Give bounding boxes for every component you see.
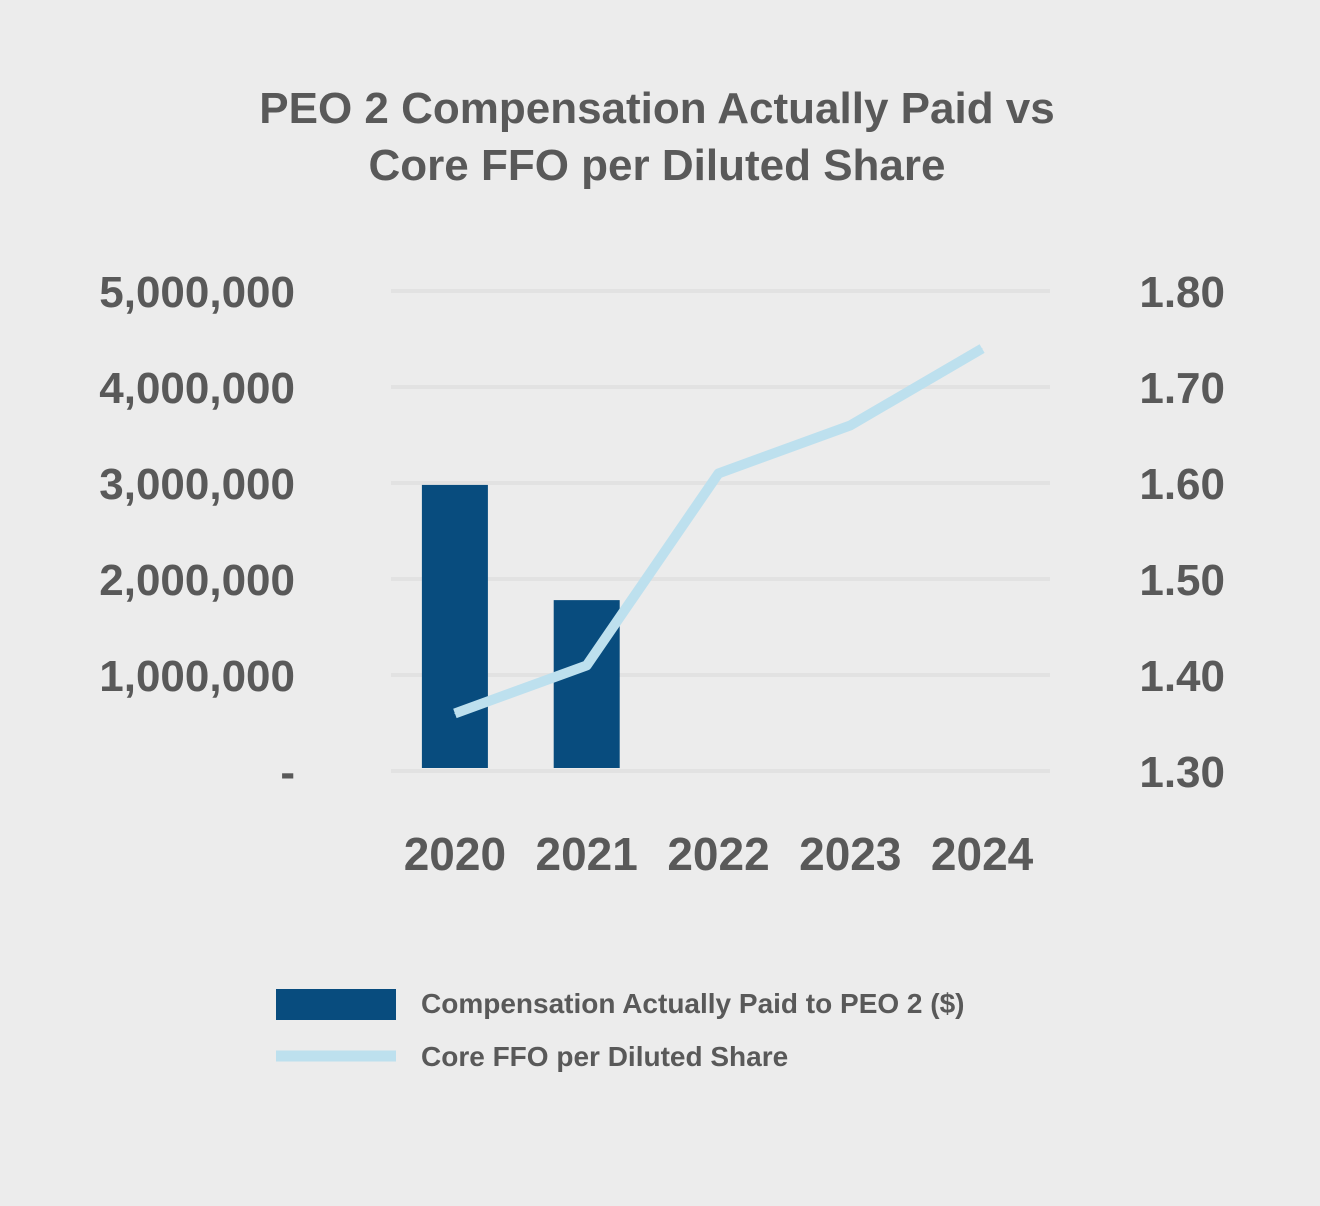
left-axis: - 1,000,000 2,000,000 3,000,000 4,000,000 5,0… bbox=[99, 268, 295, 797]
chart-title: PEO 2 Compensation Actually Paid vs Core … bbox=[259, 84, 1054, 190]
core-ffo-line bbox=[453, 344, 985, 719]
right-tick-label: 1.80 bbox=[1139, 268, 1225, 317]
gridlines bbox=[391, 289, 1050, 773]
chart-title-line: PEO 2 Compensation Actually Paid vs bbox=[259, 84, 1054, 133]
line-series bbox=[453, 344, 985, 719]
line-point-2020 bbox=[454, 712, 456, 714]
right-tick-label: 1.50 bbox=[1139, 556, 1225, 605]
left-tick-label: 3,000,000 bbox=[99, 460, 295, 509]
right-tick-label: 1.40 bbox=[1139, 652, 1225, 701]
legend-label-bar: Compensation Actually Paid to PEO 2 ($) bbox=[421, 988, 965, 1019]
left-tick-label: 5,000,000 bbox=[99, 268, 295, 317]
x-tick-label: 2024 bbox=[931, 828, 1034, 880]
left-tick-label: - bbox=[280, 748, 295, 797]
line-point-2024 bbox=[981, 348, 983, 350]
x-axis: 2020 2021 2022 2023 2024 bbox=[404, 828, 1034, 880]
bar-2020 bbox=[421, 484, 488, 768]
left-tick-label: 4,000,000 bbox=[99, 364, 295, 413]
chart-title-line: Core FFO per Diluted Share bbox=[369, 141, 946, 190]
x-tick-label: 2023 bbox=[799, 828, 901, 880]
right-tick-label: 1.30 bbox=[1139, 748, 1225, 797]
line-point-2022 bbox=[718, 472, 719, 474]
right-tick-label: 1.70 bbox=[1139, 364, 1225, 413]
right-tick-label: 1.60 bbox=[1139, 460, 1225, 509]
x-tick-label: 2020 bbox=[404, 828, 506, 880]
line-point-2023 bbox=[849, 424, 851, 426]
x-tick-label: 2021 bbox=[536, 828, 638, 880]
line-point-2021 bbox=[586, 664, 588, 666]
x-tick-label: 2022 bbox=[667, 828, 769, 880]
left-tick-label: 1,000,000 bbox=[99, 652, 295, 701]
legend-label-line: Core FFO per Diluted Share bbox=[421, 1041, 788, 1072]
right-axis: 1.30 1.40 1.50 1.60 1.70 1.80 bbox=[1139, 268, 1225, 797]
legend: Compensation Actually Paid to PEO 2 ($) C… bbox=[276, 988, 965, 1072]
legend-bar-swatch bbox=[276, 989, 396, 1020]
bar-series bbox=[421, 484, 620, 768]
left-tick-label: 2,000,000 bbox=[99, 556, 295, 605]
